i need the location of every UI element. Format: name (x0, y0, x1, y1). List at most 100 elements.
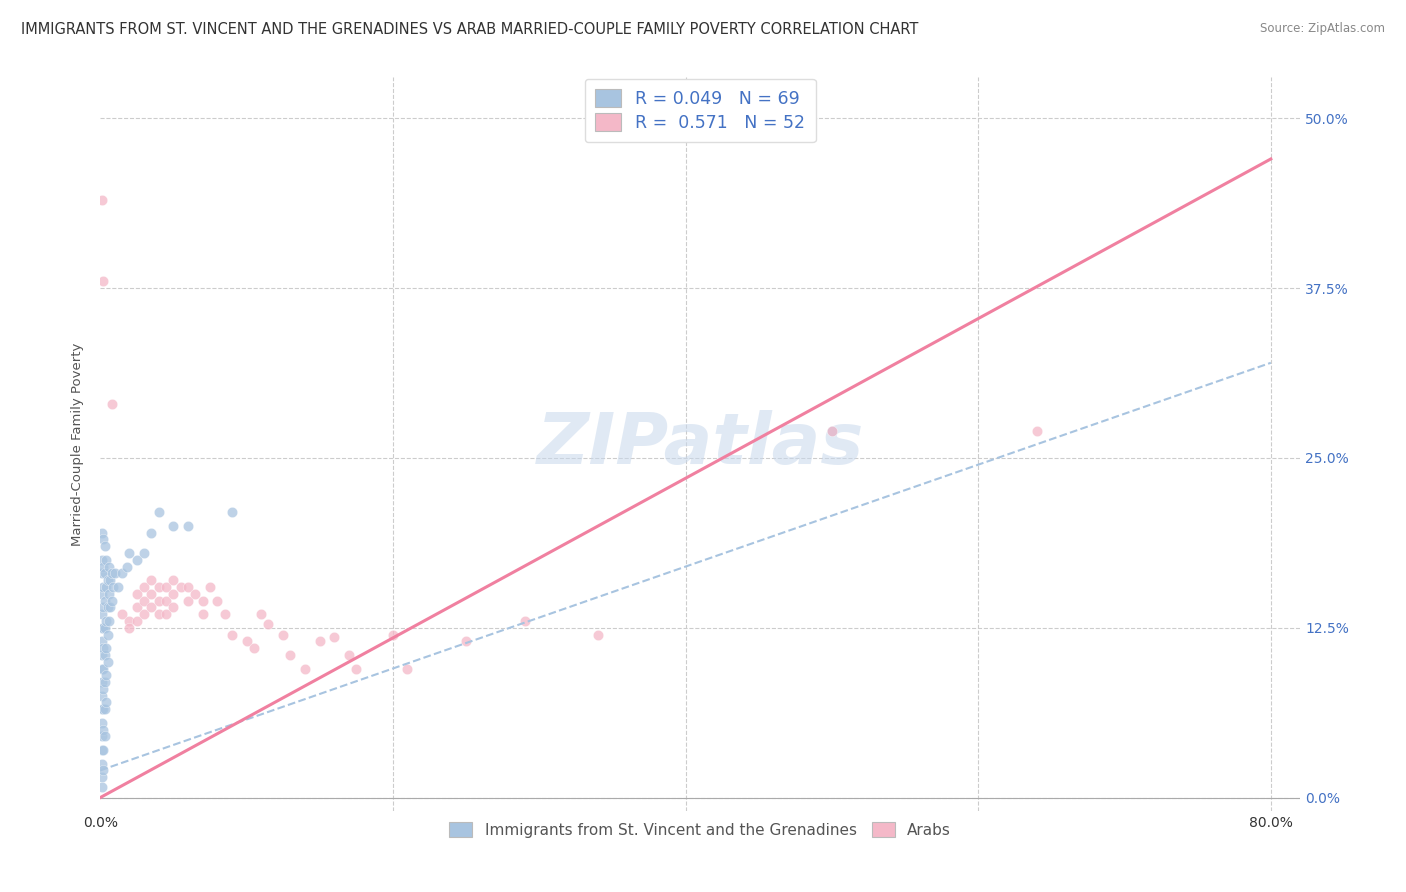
Point (337, 648, 360, 662)
Point (107, 580, 129, 594)
Point (125, 614, 148, 628)
Point (141, 573, 163, 587)
Point (98, 559, 121, 574)
Point (90, 553, 112, 567)
Point (257, 616, 280, 631)
Point (90, 193, 112, 207)
Point (90, 675, 112, 690)
Point (96, 627, 118, 641)
Point (177, 519, 200, 533)
Point (141, 525, 163, 540)
Point (91, 621, 114, 635)
Point (98, 614, 121, 628)
Point (91, 274, 114, 288)
Point (132, 546, 155, 560)
Point (132, 607, 155, 622)
Point (118, 621, 141, 635)
Point (90, 756, 112, 771)
Point (148, 580, 170, 594)
Point (586, 627, 609, 641)
Point (214, 607, 236, 622)
Point (91, 743, 114, 757)
Point (90, 780, 112, 794)
Point (90, 634, 112, 648)
Point (91, 681, 114, 696)
Point (111, 607, 134, 622)
Point (184, 587, 207, 601)
Point (96, 573, 118, 587)
Point (125, 553, 148, 567)
Point (103, 580, 125, 594)
Point (101, 396, 124, 410)
Point (94, 580, 117, 594)
Point (155, 593, 177, 607)
Point (294, 661, 316, 675)
Point (90, 587, 112, 601)
Point (104, 566, 127, 581)
Point (118, 614, 141, 628)
Point (207, 593, 229, 607)
Point (96, 655, 118, 669)
Point (323, 630, 346, 644)
Point (94, 696, 117, 710)
Point (91, 702, 114, 716)
Point (148, 505, 170, 519)
Point (177, 580, 200, 594)
Text: ZIPatlas: ZIPatlas (537, 409, 863, 479)
Point (141, 587, 163, 601)
Point (155, 607, 177, 622)
Point (125, 587, 148, 601)
Point (90, 566, 112, 581)
Point (221, 505, 243, 519)
Point (90, 621, 112, 635)
Point (90, 525, 112, 540)
Point (98, 587, 121, 601)
Point (821, 424, 844, 438)
Point (93, 730, 115, 744)
Point (101, 593, 124, 607)
Point (101, 566, 124, 581)
Point (198, 580, 221, 594)
Point (141, 600, 163, 615)
Point (235, 634, 257, 648)
Point (90, 648, 112, 662)
Point (93, 593, 115, 607)
Point (93, 566, 115, 581)
Point (94, 553, 117, 567)
Point (454, 634, 477, 648)
Point (148, 593, 170, 607)
Point (91, 600, 114, 615)
Point (93, 539, 115, 553)
Point (125, 600, 148, 615)
Point (90, 743, 112, 757)
Point (111, 566, 134, 581)
Text: Source: ZipAtlas.com: Source: ZipAtlas.com (1260, 22, 1385, 36)
Point (162, 600, 184, 615)
Point (93, 621, 115, 635)
Legend: Immigrants from St. Vincent and the Grenadines, Arabs: Immigrants from St. Vincent and the Gren… (443, 815, 957, 844)
Point (91, 559, 114, 574)
Point (271, 627, 294, 641)
Point (100, 600, 122, 615)
Point (93, 675, 115, 690)
Point (91, 661, 114, 675)
Point (250, 607, 273, 622)
Point (94, 641, 117, 656)
Point (280, 648, 302, 662)
Point (381, 627, 404, 641)
Point (221, 627, 243, 641)
Point (94, 614, 117, 628)
Point (308, 634, 330, 648)
Text: IMMIGRANTS FROM ST. VINCENT AND THE GRENADINES VS ARAB MARRIED-COUPLE FAMILY POV: IMMIGRANTS FROM ST. VINCENT AND THE GREN… (21, 22, 918, 37)
Point (93, 648, 115, 662)
Point (91, 764, 114, 778)
Y-axis label: Married-Couple Family Poverty: Married-Couple Family Poverty (72, 343, 84, 546)
Point (191, 607, 214, 622)
Point (96, 600, 118, 615)
Point (396, 661, 419, 675)
Point (191, 593, 214, 607)
Point (170, 580, 193, 594)
Point (100, 573, 122, 587)
Point (93, 702, 115, 716)
Point (94, 668, 117, 682)
